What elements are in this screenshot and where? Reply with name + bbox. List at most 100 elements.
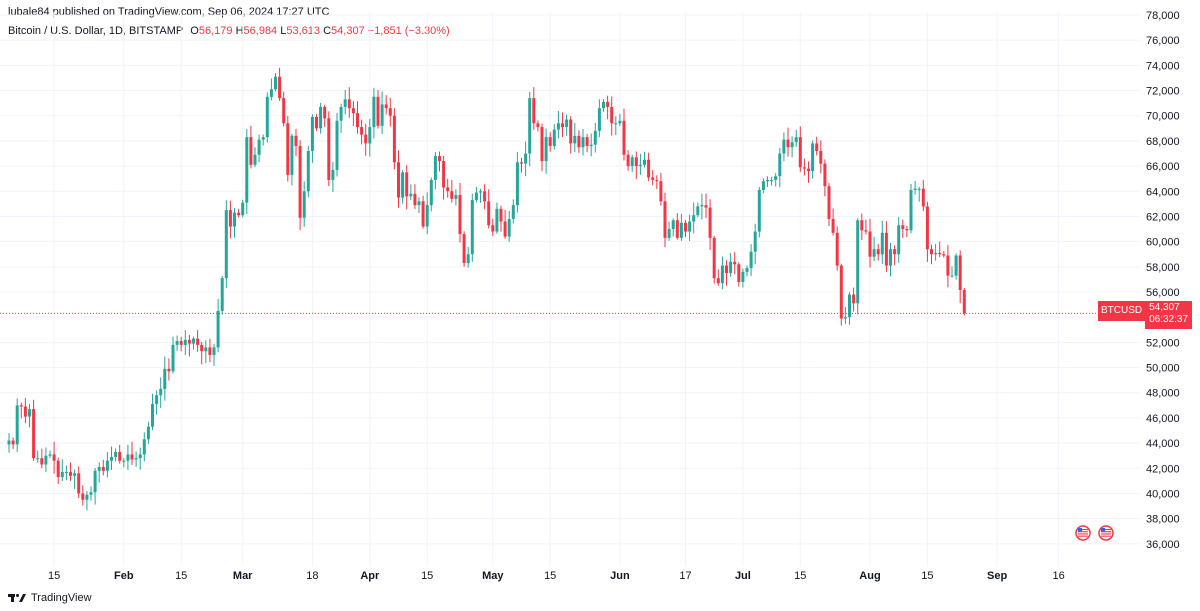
candle-up bbox=[339, 103, 343, 133]
candle-down bbox=[483, 184, 487, 210]
symbol-legend: Bitcoin / U.S. Dollar, 1D, BITSTAMP O56,… bbox=[8, 25, 450, 37]
candle-down bbox=[786, 127, 790, 157]
candle-up bbox=[433, 152, 437, 190]
us-flag-icon bbox=[1098, 525, 1114, 541]
candle-body bbox=[766, 179, 769, 182]
candle-body bbox=[315, 116, 318, 129]
candle-down bbox=[392, 108, 396, 170]
candle-body bbox=[257, 139, 261, 155]
candle-down bbox=[712, 235, 716, 284]
candle-body bbox=[511, 205, 515, 219]
flag-stripe bbox=[1101, 529, 1111, 531]
chart-grid bbox=[0, 12, 1140, 566]
candle-body bbox=[40, 458, 44, 465]
candle-body bbox=[684, 222, 687, 232]
candle-body bbox=[848, 294, 851, 318]
candle-up bbox=[954, 253, 958, 280]
candle-down bbox=[286, 115, 290, 182]
candle-down bbox=[548, 132, 552, 152]
candle-down bbox=[491, 218, 495, 236]
time-tick-label: 16 bbox=[1052, 570, 1064, 582]
time-tick-label: Aug bbox=[859, 570, 880, 582]
time-tick-label: Mar bbox=[233, 570, 253, 582]
candle-body bbox=[192, 338, 195, 344]
time-tick-label: 15 bbox=[921, 570, 933, 582]
candle-up bbox=[889, 242, 892, 277]
candle-down bbox=[520, 157, 523, 173]
candle-body bbox=[261, 137, 265, 140]
candle-body bbox=[204, 347, 208, 352]
candle-body bbox=[565, 119, 569, 128]
candle-up bbox=[175, 335, 179, 351]
price-tick-label: 70,000 bbox=[1146, 111, 1180, 123]
candle-body bbox=[60, 472, 64, 478]
candle-body bbox=[397, 162, 400, 198]
candle-up bbox=[917, 186, 921, 202]
candle-body bbox=[749, 251, 753, 269]
candle-body bbox=[528, 98, 532, 154]
candle-down bbox=[540, 123, 544, 172]
candle-down bbox=[294, 128, 298, 157]
candle-down bbox=[733, 252, 737, 275]
footer-brand[interactable]: TradingView bbox=[8, 592, 92, 604]
candle-body bbox=[704, 205, 708, 208]
candle-body bbox=[938, 252, 942, 255]
candle-up bbox=[753, 223, 757, 265]
candle-body bbox=[630, 157, 634, 167]
candle-down bbox=[925, 201, 929, 262]
candle-body bbox=[69, 472, 72, 476]
candle-up bbox=[425, 192, 429, 235]
high-label: H bbox=[235, 25, 244, 37]
candle-up bbox=[524, 141, 528, 177]
candle-up bbox=[417, 197, 421, 213]
time-axis: 15 Feb 15 Mar 18 Apr 15 May 15 Jun 17 Jul 15 Aug 15 Sep… bbox=[48, 570, 1065, 582]
candle-up bbox=[880, 220, 884, 264]
candle-down bbox=[413, 184, 417, 209]
candle-up bbox=[667, 221, 671, 241]
price-tag-symbol: BTCUSD bbox=[1098, 301, 1146, 321]
low-label: L bbox=[280, 25, 287, 37]
candle-body bbox=[220, 278, 224, 311]
candle-up bbox=[155, 390, 159, 415]
candle-up bbox=[761, 178, 765, 194]
candle-down bbox=[901, 219, 905, 239]
candle-down bbox=[802, 158, 806, 176]
candle-up bbox=[589, 133, 593, 157]
candle-body bbox=[245, 137, 249, 203]
candle-down bbox=[196, 330, 200, 352]
candle-down bbox=[708, 199, 712, 251]
candle-body bbox=[474, 192, 478, 201]
candle-down bbox=[56, 457, 60, 485]
candle-body bbox=[499, 208, 503, 222]
candle-body bbox=[503, 221, 507, 237]
candle-up bbox=[757, 187, 761, 238]
candle-down bbox=[187, 334, 191, 357]
candle-body bbox=[827, 186, 831, 219]
candle-body bbox=[610, 106, 614, 124]
flag-stripe bbox=[1101, 531, 1111, 533]
flag-stripe bbox=[1078, 529, 1088, 531]
candle-down bbox=[704, 193, 708, 219]
candle-body bbox=[233, 212, 236, 227]
candle-up bbox=[114, 448, 118, 462]
symbol-title[interactable]: Bitcoin / U.S. Dollar, 1D, BITSTAMP bbox=[8, 25, 184, 37]
candle-up bbox=[741, 268, 745, 288]
candle-up bbox=[811, 140, 815, 179]
candle-body bbox=[786, 139, 790, 148]
candle-down bbox=[827, 183, 831, 226]
candle-down bbox=[81, 485, 85, 506]
candle-body bbox=[110, 456, 113, 461]
candles bbox=[7, 67, 966, 511]
candle-down bbox=[536, 120, 540, 132]
candle-down bbox=[23, 398, 27, 424]
candle-body bbox=[925, 206, 929, 250]
candle-body bbox=[585, 137, 589, 146]
candle-up bbox=[729, 253, 733, 277]
candle-up bbox=[44, 447, 48, 472]
candle-body bbox=[802, 167, 806, 169]
candle-body bbox=[450, 191, 454, 199]
candle-body bbox=[561, 123, 564, 128]
candle-down bbox=[946, 245, 950, 288]
candle-body bbox=[351, 108, 355, 114]
